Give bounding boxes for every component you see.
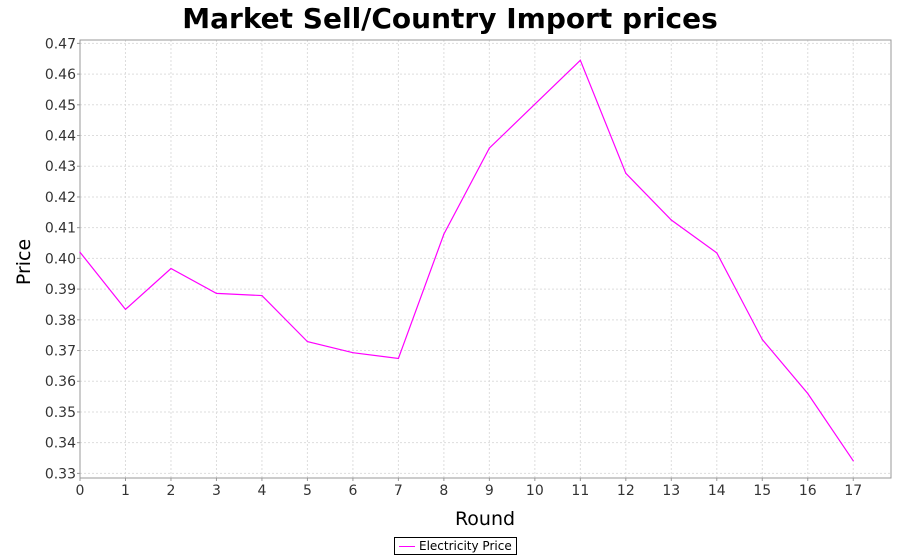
legend-swatch (399, 545, 415, 547)
x-tick-label: 16 (799, 483, 817, 499)
data-point (579, 59, 581, 61)
x-tick-label: 17 (844, 483, 862, 499)
y-tick-label: 0.41 (45, 221, 76, 237)
data-point (852, 460, 854, 462)
x-tick-label: 6 (348, 483, 357, 499)
y-tick-label: 0.33 (45, 466, 76, 482)
data-point (761, 338, 763, 341)
legend-label: Electricity Price (419, 539, 512, 553)
data-point (670, 219, 672, 221)
x-tick-label: 0 (76, 483, 85, 499)
data-point (261, 294, 263, 297)
x-tick-label: 5 (303, 483, 312, 499)
x-tick-label: 3 (212, 483, 221, 499)
y-tick-label: 0.42 (45, 190, 76, 206)
data-point (306, 341, 309, 343)
data-point (397, 357, 399, 360)
y-tick-label: 0.45 (45, 98, 76, 114)
data-point (215, 292, 218, 295)
data-point (625, 172, 627, 174)
x-tick-label: 4 (257, 483, 266, 499)
y-tick-label: 0.47 (45, 36, 76, 52)
x-tick-label: 13 (662, 483, 680, 499)
x-axis-label: Round (455, 508, 515, 530)
y-tick-label: 0.39 (45, 282, 76, 298)
plot-area-border (79, 39, 892, 479)
y-tick-label: 0.36 (45, 374, 76, 390)
data-point (488, 147, 490, 149)
data-point (534, 103, 536, 105)
y-tick-label: 0.37 (45, 344, 76, 360)
y-axis-label: Price (13, 239, 35, 285)
chart-title: Market Sell/Country Import prices (182, 2, 718, 35)
data-point (352, 352, 354, 354)
x-tick-label: 11 (571, 483, 589, 499)
x-tick-label: 8 (439, 483, 448, 499)
x-tick-label: 14 (708, 483, 726, 499)
x-tick-label: 7 (394, 483, 403, 499)
data-point (807, 392, 809, 395)
x-tick-label: 15 (753, 483, 771, 499)
data-point (79, 251, 81, 253)
y-tick-label: 0.35 (45, 405, 76, 421)
y-tick-label: 0.43 (45, 159, 76, 175)
y-tick-label: 0.46 (45, 67, 76, 83)
data-point (170, 267, 172, 270)
x-tick-label: 12 (617, 483, 635, 499)
legend: Electricity Price (394, 537, 517, 555)
data-point (124, 308, 127, 310)
y-tick-label: 0.40 (45, 251, 76, 267)
x-tick-label: 9 (485, 483, 494, 499)
series-line-electricity-price (79, 59, 854, 462)
y-tick-label: 0.34 (45, 436, 76, 452)
data-point (443, 233, 445, 235)
x-tick-label: 2 (167, 483, 176, 499)
x-tick-label: 10 (526, 483, 544, 499)
x-tick-label: 1 (121, 483, 130, 499)
y-tick-label: 0.44 (45, 129, 76, 145)
y-tick-label: 0.38 (45, 313, 76, 329)
data-point (716, 252, 718, 254)
